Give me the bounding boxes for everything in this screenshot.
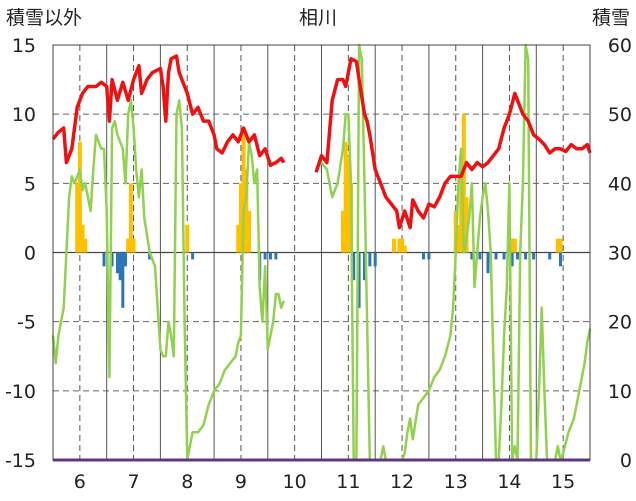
left-tick-label: -15 — [5, 450, 36, 472]
precip-bar — [512, 238, 517, 253]
precip-bar — [397, 238, 402, 253]
right-tick-label: 30 — [608, 243, 632, 265]
neg-bar — [274, 252, 278, 260]
precip-bar — [241, 128, 246, 253]
x-tick-label: 11 — [336, 471, 360, 493]
precip-bar — [456, 224, 461, 253]
neg-bar — [263, 252, 267, 260]
temperature-line — [314, 57, 592, 230]
right-axis-label: 積雪 — [592, 7, 630, 29]
precip-bar — [131, 238, 136, 253]
right-tick-label: 50 — [608, 104, 632, 126]
precip-bar — [238, 183, 243, 253]
left-tick-label: 15 — [12, 35, 36, 57]
precip-bar — [128, 183, 133, 253]
x-tick-label: 9 — [235, 471, 247, 493]
precip-bar — [185, 224, 190, 253]
precip-bar — [236, 224, 241, 253]
left-tick-label: -5 — [17, 312, 36, 334]
left-axis-label: 積雪以外 — [6, 7, 82, 29]
precip-bar — [464, 197, 469, 253]
precip-bar — [555, 238, 560, 253]
x-tick-label: 14 — [497, 471, 521, 493]
neg-bar — [470, 252, 474, 260]
precip-bar — [247, 211, 252, 253]
precipitation-bars — [75, 114, 563, 308]
precip-bar — [80, 224, 85, 253]
neg-bar — [121, 252, 125, 308]
neg-bar — [191, 252, 195, 260]
x-tick-label: 12 — [390, 471, 414, 493]
neg-bar — [486, 252, 490, 274]
neg-bar — [548, 252, 552, 260]
snow-depth-line — [315, 43, 592, 462]
x-tick-label: 10 — [283, 471, 307, 493]
precip-bar — [510, 238, 515, 253]
precip-bar — [461, 114, 466, 253]
precip-bar — [391, 238, 396, 253]
neg-bar — [115, 252, 119, 274]
left-tick-label: 10 — [12, 104, 36, 126]
precip-bar — [459, 155, 464, 253]
precip-bar — [77, 141, 82, 253]
neg-bar — [352, 252, 356, 281]
right-tick-label: 20 — [608, 312, 632, 334]
precip-bar — [340, 211, 345, 253]
x-tick-label: 6 — [74, 471, 86, 493]
neg-bar — [110, 252, 114, 267]
right-tick-label: 60 — [608, 35, 632, 57]
plot-frame — [52, 44, 591, 461]
neg-bar — [558, 252, 562, 267]
precip-bar — [400, 238, 405, 253]
precip-bar — [402, 245, 407, 253]
neg-bar — [532, 252, 536, 260]
neg-bar — [478, 252, 482, 260]
neg-bar — [357, 252, 361, 308]
precip-bar — [244, 169, 249, 253]
neg-bar — [118, 252, 122, 281]
left-tick-label: 0 — [24, 243, 36, 265]
neg-bar — [268, 252, 272, 260]
x-tick-label: 8 — [181, 471, 193, 493]
x-tick-label: 15 — [551, 471, 575, 493]
left-tick-label: -10 — [5, 381, 36, 403]
precip-bar — [126, 238, 131, 253]
neg-bar — [502, 252, 506, 260]
neg-bar — [373, 252, 377, 267]
x-tick-label: 13 — [444, 471, 468, 493]
right-tick-label: 40 — [608, 173, 632, 195]
precip-bar — [346, 155, 351, 253]
neg-bar — [524, 252, 528, 260]
chart-title: 相川 — [299, 7, 337, 29]
neg-bar — [148, 252, 152, 260]
neg-bar — [510, 252, 514, 267]
precip-bar — [343, 141, 348, 253]
neg-bar — [422, 252, 426, 260]
precip-bar — [75, 183, 80, 253]
left-tick-label: 5 — [24, 173, 36, 195]
snow-depth-line — [51, 99, 286, 462]
neg-bar — [102, 252, 106, 267]
neg-bar — [427, 252, 431, 260]
precip-bar — [558, 238, 563, 253]
neg-bar — [123, 252, 127, 267]
x-tick-label: 7 — [128, 471, 140, 493]
right-tick-label: 10 — [608, 381, 632, 403]
temperature-line — [51, 54, 286, 168]
right-tick-label: 0 — [620, 450, 632, 472]
neg-bar — [362, 252, 366, 281]
neg-bar — [494, 252, 498, 260]
neg-bar — [368, 252, 372, 267]
precip-bar — [83, 238, 88, 253]
neg-bar — [516, 252, 520, 260]
